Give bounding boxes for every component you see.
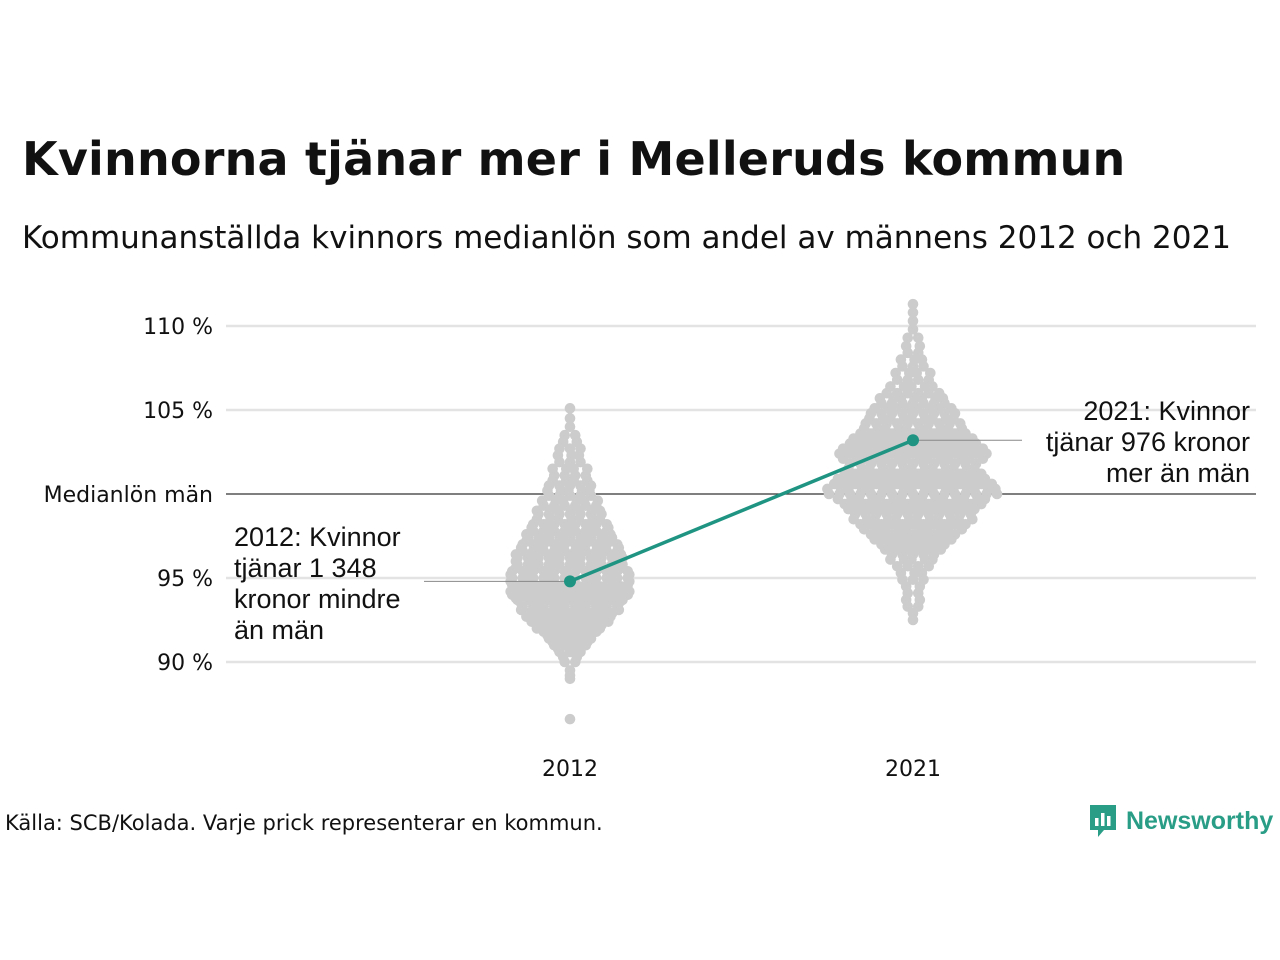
- data-point: [914, 340, 926, 352]
- annotation-2012-line-2: tjänar 1 348: [234, 553, 377, 583]
- grid-layer: [226, 324, 1256, 664]
- data-point: [559, 429, 571, 441]
- source-note: Källa: SCB/Kolada. Varje prick represent…: [5, 811, 603, 835]
- data-point: [895, 354, 907, 365]
- data-point: [582, 463, 593, 475]
- annotation-2012-line-3: kronor mindre: [234, 584, 401, 614]
- data-point: [569, 429, 581, 441]
- data-point: [564, 421, 576, 433]
- dots-layer: [505, 298, 1003, 725]
- data-point: [891, 560, 903, 572]
- annotation-2012-line-4: än män: [234, 615, 325, 645]
- y-tick-label: 90 %: [157, 651, 213, 676]
- data-point: [564, 665, 576, 676]
- axis-layer: 90 % 95 % Medianlön män 105 % 110 % 2012 2021: [44, 315, 941, 782]
- data-point: [564, 443, 576, 454]
- annotation-2012-line-1: 2012: Kvinnor: [234, 522, 401, 552]
- data-point: [885, 381, 896, 392]
- x-tick-label: 2021: [885, 757, 941, 782]
- chart-title: Kvinnorna tjänar mer i Melleruds kommun: [22, 132, 1126, 186]
- data-point: [890, 367, 901, 379]
- highlight-point-2021: [907, 434, 919, 447]
- annotation-2021-line-1: 2021: Kvinnor: [1083, 396, 1250, 426]
- data-point: [902, 332, 914, 344]
- highlight-point-2012: [564, 575, 576, 588]
- newsworthy-logo-icon: [1090, 805, 1116, 837]
- y-tick-label: Medianlön män: [44, 483, 213, 508]
- data-point: [912, 387, 924, 399]
- annotation-2021-line-2: tjänar 976 kronor: [1045, 427, 1250, 457]
- data-point: [547, 463, 558, 475]
- data-point: [912, 560, 924, 572]
- data-point: [891, 387, 903, 399]
- data-point: [925, 367, 936, 379]
- brand-logo[interactable]: Newsworthy: [1088, 803, 1273, 839]
- y-tick-label: 110 %: [143, 315, 213, 340]
- data-point: [907, 307, 919, 318]
- data-point: [933, 387, 945, 399]
- chart-subtitle: Kommunanställda kvinnors medianlön som a…: [22, 220, 1231, 256]
- x-tick-label: 2012: [542, 757, 598, 782]
- data-point: [564, 413, 576, 424]
- annotation-2012: 2012: Kvinnor tjänar 1 348 kronor mindre…: [234, 522, 401, 646]
- brand-name: Newsworthy: [1126, 806, 1274, 835]
- y-tick-label: 95 %: [157, 567, 213, 592]
- data-point: [900, 340, 912, 352]
- highlight-series-line: [569, 438, 914, 583]
- y-tick-label: 105 %: [143, 399, 213, 424]
- data-point: [907, 298, 919, 310]
- annotation-2021: 2021: Kvinnor tjänar 976 kronor mer än m…: [1046, 396, 1250, 489]
- highlight-layer: [424, 434, 1022, 588]
- data-point: [564, 403, 576, 414]
- annotation-2021-line-3: mer än män: [1105, 458, 1250, 488]
- data-point: [564, 713, 576, 725]
- data-point: [907, 315, 919, 327]
- data-point: [907, 324, 919, 335]
- data-point: [912, 332, 924, 344]
